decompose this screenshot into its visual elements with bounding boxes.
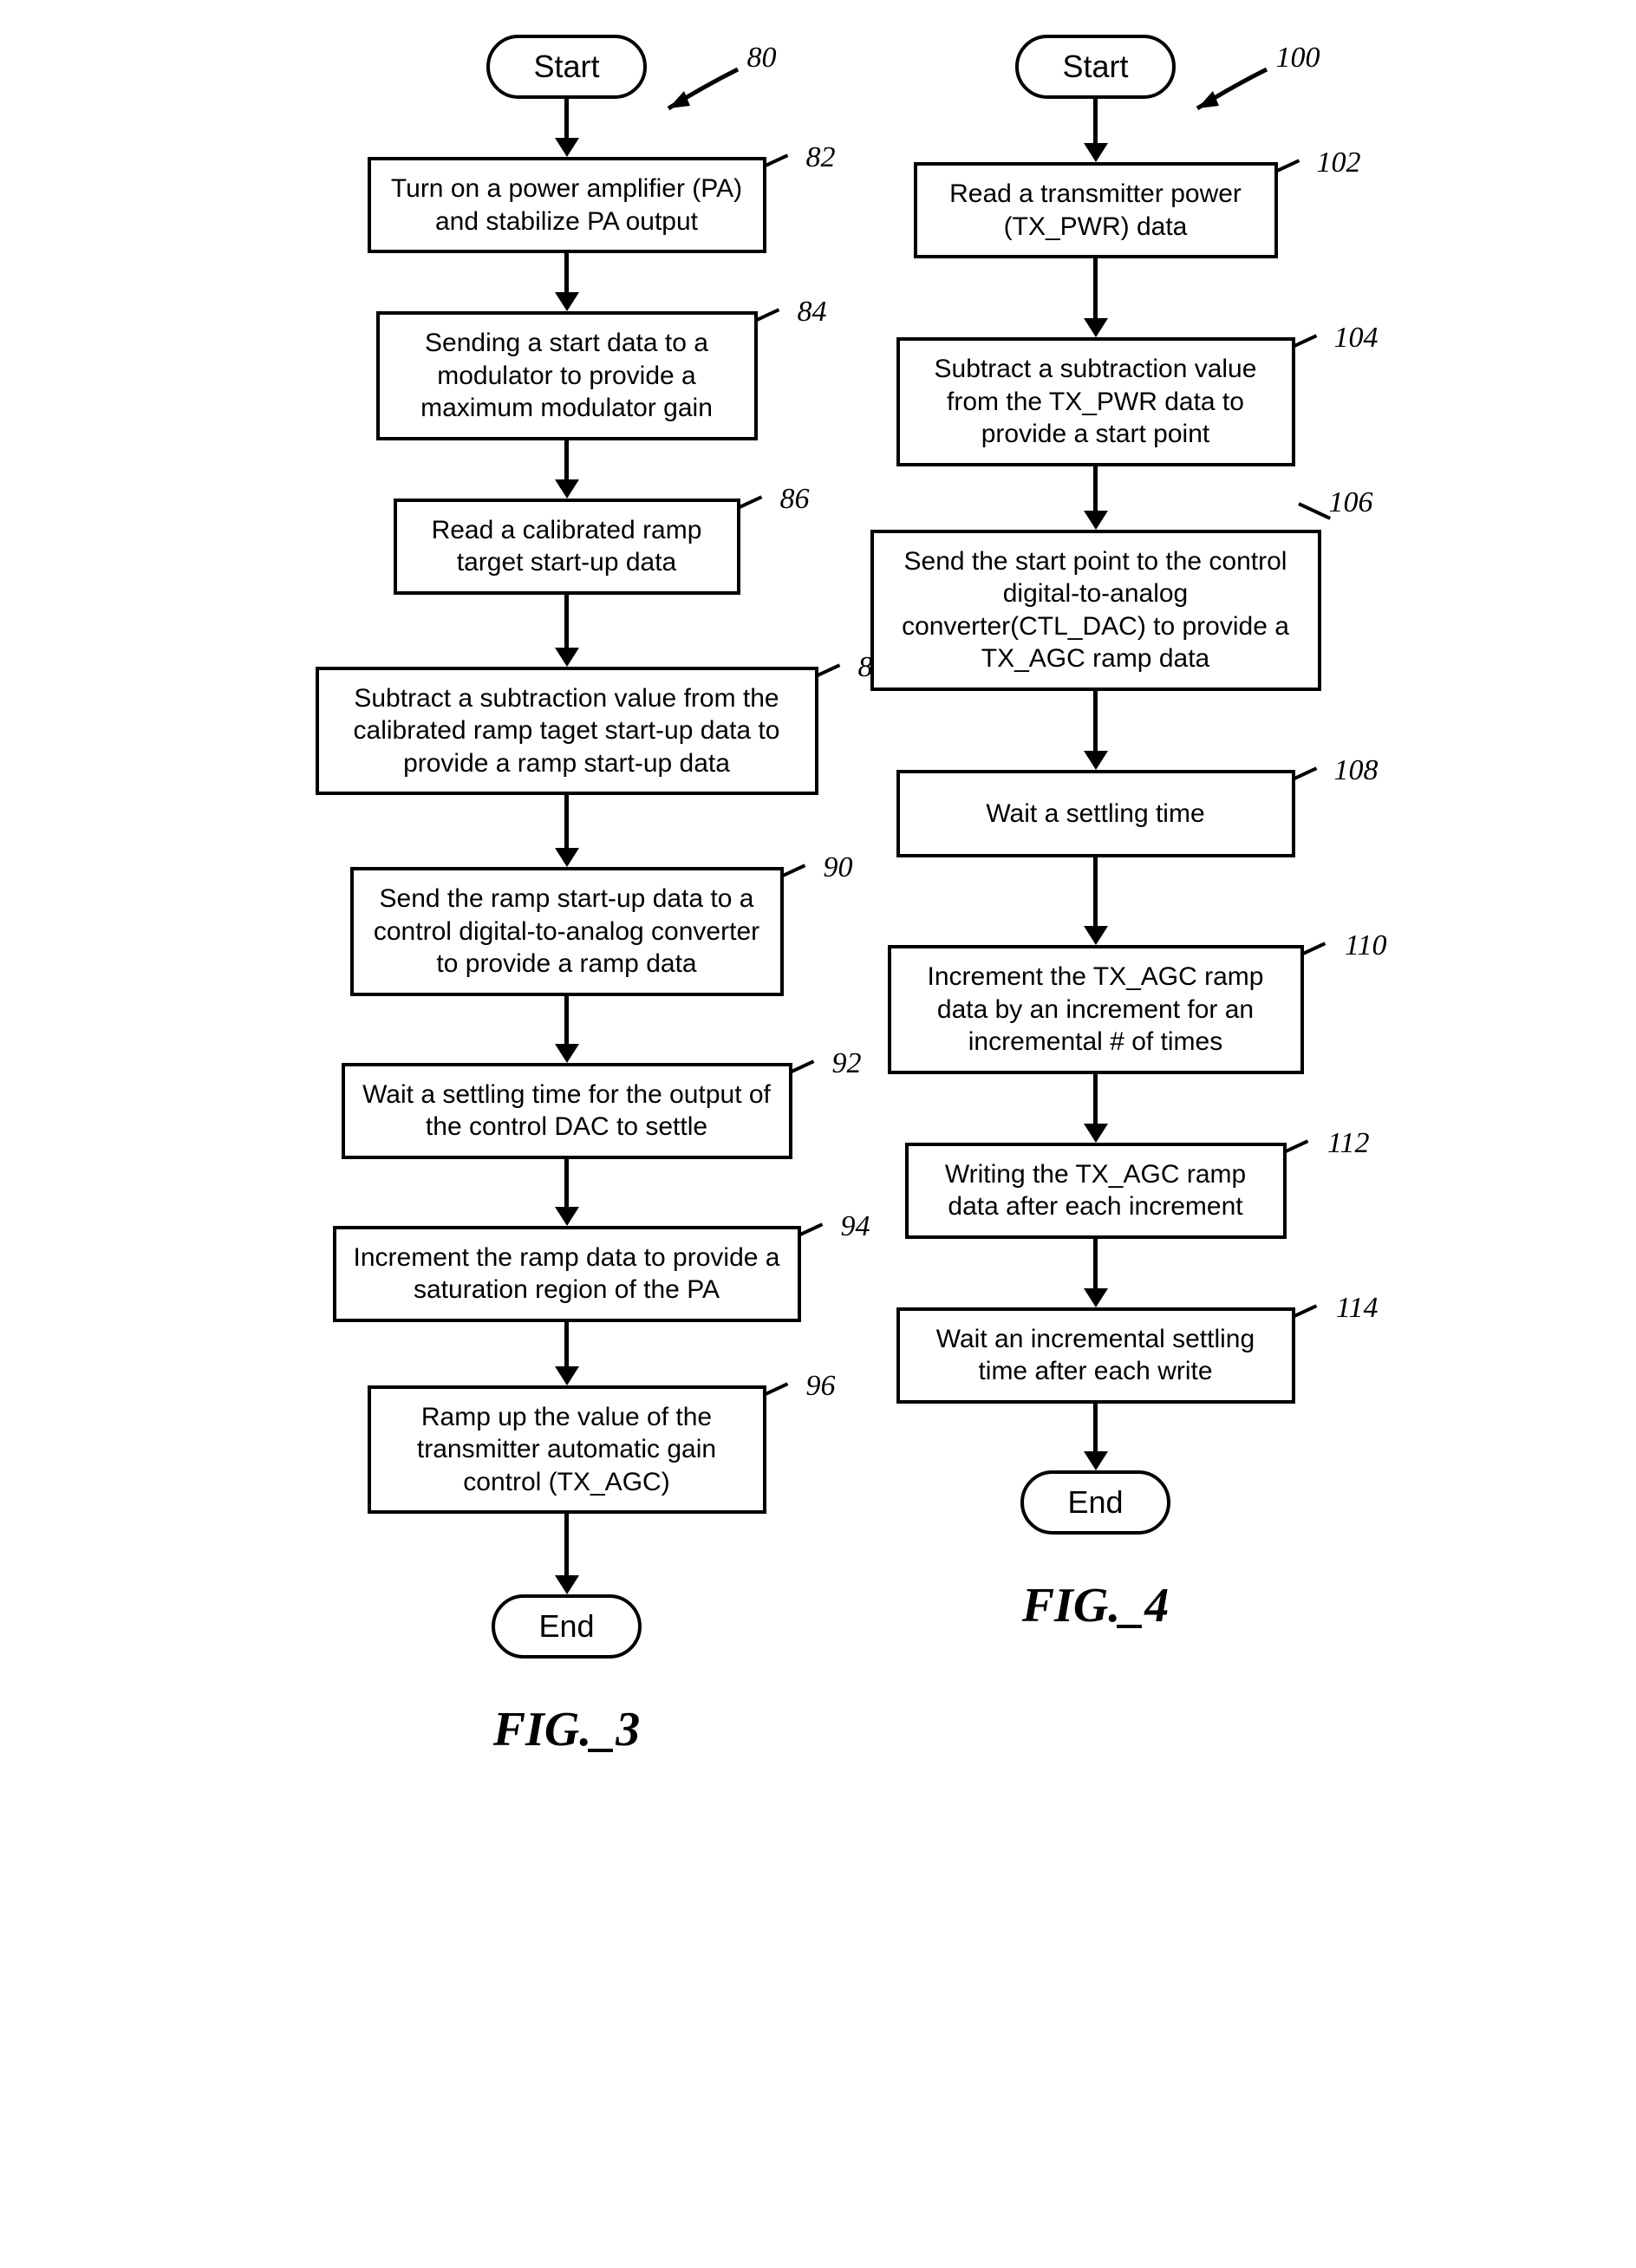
process-box: Wait an incremental settling time after … [896,1307,1295,1404]
step-wrap: Subtract a subtraction value from the TX… [896,337,1295,466]
flowchart-fig4: Start 100 Read a transmitter power (TX_P… [870,35,1321,1633]
connector [555,99,579,157]
ref-tick [798,1222,826,1244]
flowchart-fig3: Start 80 Turn on a power amplifier (PA) … [316,35,818,1757]
ref-label: 104 [1334,322,1379,355]
process-box: Subtract a subtraction value from the ca… [316,667,818,796]
connector [1084,258,1108,337]
process-box: Read a calibrated ramp target start-up d… [394,499,740,595]
step-wrap: Wait an incremental settling time after … [896,1307,1295,1404]
ref-label: 94 [841,1210,870,1243]
ref-label: 96 [806,1370,836,1403]
ref-label: 108 [1334,754,1379,787]
step-wrap: Writing the TX_AGC ramp data after each … [905,1143,1287,1239]
process-box: Ramp up the value of the transmitter aut… [368,1385,766,1515]
ref-tick [763,1382,792,1404]
connector [1084,691,1108,770]
connector [555,595,579,667]
page: Start 80 Turn on a power amplifier (PA) … [35,35,1601,1757]
connector [1084,99,1108,162]
ref-label: 102 [1317,147,1361,179]
id-arrow-icon [651,61,755,121]
step-wrap: Wait a settling time for the output of t… [342,1063,792,1159]
figure-label: FIG._3 [493,1702,641,1757]
process-box: Increment the ramp data to provide a sat… [333,1226,801,1322]
ref-label: 112 [1327,1127,1369,1160]
process-box: Send the start point to the control digi… [870,530,1321,691]
connector [1084,1074,1108,1143]
step-wrap: Turn on a power amplifier (PA) and stabi… [368,157,766,253]
process-box: Send the ramp start-up data to a control… [350,867,784,996]
ref-label: 106 [1329,486,1373,519]
connector [1084,466,1108,530]
process-box: Writing the TX_AGC ramp data after each … [905,1143,1287,1239]
process-box: Wait a settling time for the output of t… [342,1063,792,1159]
process-box: Wait a settling time [896,770,1295,858]
ref-label: 86 [780,483,810,516]
flowchart-id-label: 80 [746,42,776,75]
process-box: Subtract a subtraction value from the TX… [896,337,1295,466]
start-terminator: Start [1015,35,1175,99]
ref-tick [763,153,792,175]
ref-tick [737,495,766,517]
process-box: Sending a start data to a modulator to p… [376,311,758,440]
ref-tick [1300,942,1329,963]
connector [555,996,579,1063]
step-wrap: Increment the TX_AGC ramp data by an inc… [888,945,1304,1074]
ref-tick [789,1059,818,1081]
step-wrap: Read a calibrated ramp target start-up d… [394,499,740,595]
process-box: Increment the TX_AGC ramp data by an inc… [888,945,1304,1074]
ref-tick [780,864,809,885]
ref-tick [1283,1139,1312,1161]
flowchart-id-label: 100 [1275,42,1320,75]
step-wrap: Send the ramp start-up data to a control… [350,867,784,996]
start-terminator: Start [486,35,646,99]
ref-label: 84 [798,296,827,329]
step-wrap: Read a transmitter power (TX_PWR) data 1… [914,162,1278,258]
start-node-wrap: Start 100 [1015,35,1175,99]
ref-label: 92 [832,1047,862,1080]
ref-label: 82 [806,141,836,174]
connector [1084,1239,1108,1307]
step-wrap: Increment the ramp data to provide a sat… [333,1226,801,1322]
process-box: Read a transmitter power (TX_PWR) data [914,162,1278,258]
end-terminator: End [492,1594,641,1659]
figure-label: FIG._4 [1022,1578,1170,1633]
ref-label: 110 [1345,929,1386,962]
ref-label: 90 [824,851,853,884]
ref-tick [1292,334,1320,355]
ref-tick [1294,502,1330,528]
step-wrap: Send the start point to the control digi… [870,530,1321,691]
ref-tick [815,663,844,685]
connector [555,1159,579,1226]
connector [1084,1404,1108,1470]
connector [555,1322,579,1385]
ref-label: 114 [1336,1292,1378,1325]
step-wrap: Sending a start data to a modulator to p… [376,311,758,440]
start-node-wrap: Start 80 [486,35,646,99]
connector [555,1514,579,1594]
ref-tick [1292,766,1320,788]
connector [555,795,579,867]
connector [1084,857,1108,945]
ref-tick [754,308,783,329]
ref-tick [1292,1304,1320,1326]
end-terminator: End [1020,1470,1170,1535]
step-wrap: Wait a settling time 108 [896,770,1295,858]
connector [555,253,579,311]
id-arrow-icon [1180,61,1284,121]
ref-tick [1274,159,1303,180]
step-wrap: Ramp up the value of the transmitter aut… [368,1385,766,1515]
connector [555,440,579,499]
process-box: Turn on a power amplifier (PA) and stabi… [368,157,766,253]
step-wrap: Subtract a subtraction value from the ca… [316,667,818,796]
